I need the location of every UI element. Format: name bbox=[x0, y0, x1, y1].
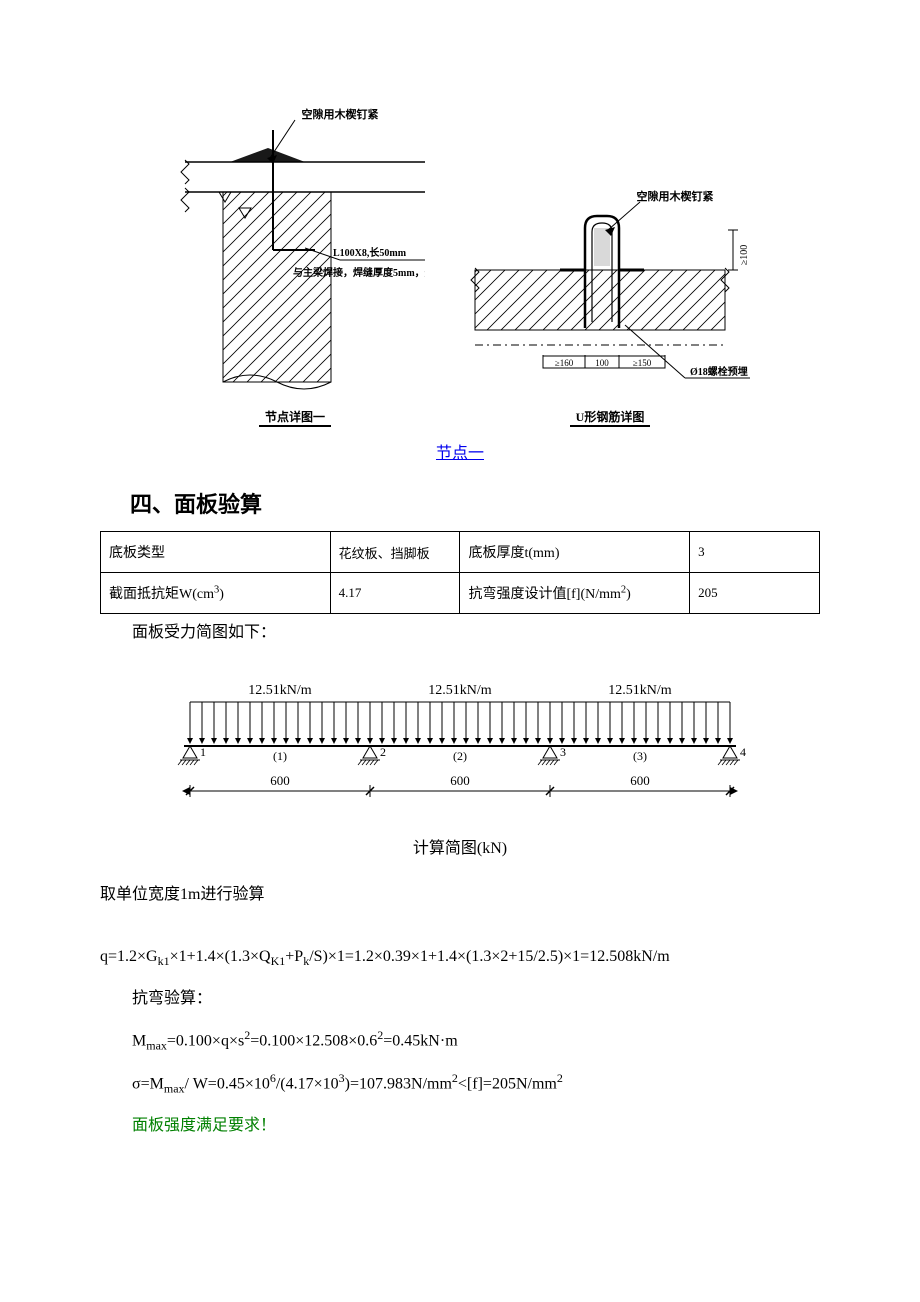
cell-value: 205 bbox=[690, 573, 820, 614]
cell-label: 底板类型 bbox=[101, 532, 331, 573]
table-row: 底板类型 花纹板、挡脚板 底板厚度t(mm) 3 bbox=[101, 532, 820, 573]
joint-detail-svg: 空隙用木楔钉紧 L100X8,长50mm 与主梁焊接，焊缝厚度5mm bbox=[165, 100, 425, 400]
cell-label: 截面抵抗矩W(cm3) bbox=[101, 573, 331, 614]
svg-text:600: 600 bbox=[630, 773, 650, 788]
cell-value: 4.17 bbox=[330, 573, 460, 614]
svg-text:(3): (3) bbox=[633, 749, 647, 763]
svg-text:12.51kN/m: 12.51kN/m bbox=[608, 683, 672, 698]
q-formula: q=1.2×Gk1×1+1.4×(1.3×QK1+Pk/S)×1=1.2×0.3… bbox=[100, 939, 820, 975]
section-4-heading: 四、面板验算 bbox=[130, 487, 820, 519]
bolt-label: Ø18螺栓预埋 bbox=[690, 365, 748, 378]
svg-text:(2): (2) bbox=[453, 749, 467, 763]
beam-diagram-svg: 12.51kN/m 12.51kN/m 12.51kN/m 1 2 3 4 (1) (2) (3)… bbox=[160, 676, 760, 816]
intro-text: 面板受力简图如下： bbox=[100, 620, 820, 646]
svg-text:12.51kN/m: 12.51kN/m bbox=[248, 683, 312, 698]
cell-label: 抗弯强度设计值[f](N/mm2) bbox=[460, 573, 690, 614]
cell-value: 花纹板、挡脚板 bbox=[330, 532, 460, 573]
u-bar-detail-svg: 空隙用木楔钉紧 ≥100 bbox=[465, 100, 755, 400]
svg-text:2: 2 bbox=[380, 745, 386, 759]
svg-text:4: 4 bbox=[740, 745, 746, 759]
svg-text:600: 600 bbox=[450, 773, 470, 788]
svg-text:12.51kN/m: 12.51kN/m bbox=[428, 683, 492, 698]
conclusion-text: 面板强度满足要求！ bbox=[100, 1108, 820, 1143]
svg-text:(1): (1) bbox=[273, 749, 287, 763]
sigma-formula: σ=Mmax/ W=0.45×106/(4.17×103)=107.983N/m… bbox=[100, 1065, 820, 1102]
weld-label: 与主梁焊接，焊缝厚度5mm，焊缝长度30mm bbox=[293, 266, 425, 279]
cell-value: 3 bbox=[690, 532, 820, 573]
wedge-note-left: 空隙用木楔钉紧 bbox=[302, 107, 379, 121]
table-row: 截面抵抗矩W(cm3) 4.17 抗弯强度设计值[f](N/mm2) 205 bbox=[101, 573, 820, 614]
svg-text:3: 3 bbox=[560, 745, 566, 759]
detail-figure-left: 空隙用木楔钉紧 L100X8,长50mm 与主梁焊接，焊缝厚度5mm bbox=[165, 100, 425, 427]
panel-param-table: 底板类型 花纹板、挡脚板 底板厚度t(mm) 3 截面抵抗矩W(cm3) 4.1… bbox=[100, 531, 820, 614]
dim-right: ≥150 bbox=[633, 358, 652, 368]
dim-vert: ≥100 bbox=[739, 245, 750, 266]
fig-left-caption: 节点详图一 bbox=[259, 406, 331, 427]
svg-text:600: 600 bbox=[270, 773, 290, 788]
beam-diagram-wrap: 12.51kN/m 12.51kN/m 12.51kN/m 1 2 3 4 (1) (2) (3)… bbox=[100, 676, 820, 816]
wedge-note-right: 空隙用木楔钉紧 bbox=[637, 189, 714, 203]
angle-label: L100X8,长50mm bbox=[333, 246, 407, 259]
cell-label: 底板厚度t(mm) bbox=[460, 532, 690, 573]
svg-text:1: 1 bbox=[200, 745, 206, 759]
mmax-formula: Mmax=0.100×q×s2=0.100×12.508×0.62=0.45kN… bbox=[100, 1022, 820, 1059]
bending-title: 抗弯验算： bbox=[100, 981, 820, 1016]
beam-diagram-caption: 计算简图(kN) bbox=[100, 834, 820, 858]
fig-right-caption: U形钢筋详图 bbox=[570, 406, 651, 427]
detail-figure-right: 空隙用木楔钉紧 ≥100 bbox=[465, 100, 755, 427]
detail-figures-row: 空隙用木楔钉紧 L100X8,长50mm 与主梁焊接，焊缝厚度5mm bbox=[100, 100, 820, 427]
dim-left: ≥160 bbox=[555, 358, 574, 368]
figure-link-caption[interactable]: 节点一 bbox=[100, 439, 820, 463]
unit-width-text: 取单位宽度1m进行验算 bbox=[100, 882, 820, 908]
dim-mid: 100 bbox=[595, 358, 609, 368]
